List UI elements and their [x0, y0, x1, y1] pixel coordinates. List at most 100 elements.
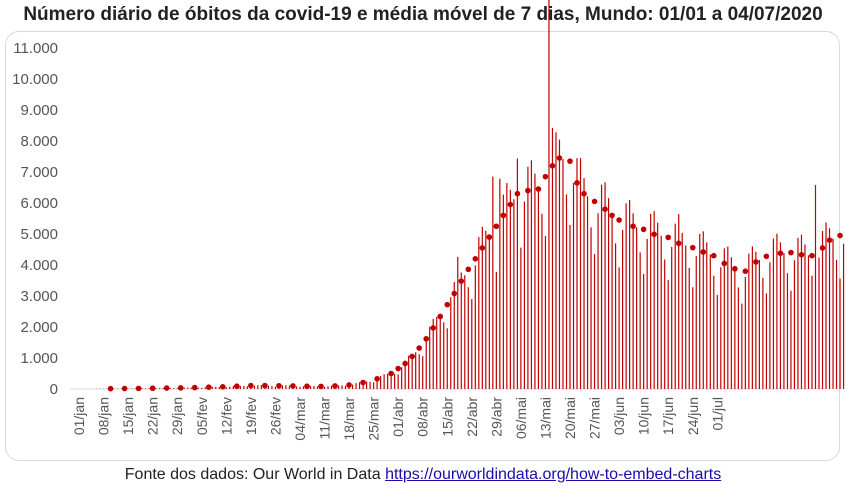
moving-average-point	[732, 265, 738, 272]
moving-average-point	[788, 249, 794, 256]
x-tick-label: 08/jan	[96, 397, 112, 435]
moving-average-point	[809, 252, 815, 259]
moving-average-point	[360, 379, 366, 386]
moving-average-point	[556, 155, 563, 161]
moving-average-point	[107, 385, 114, 392]
x-tick-label: 13/mai	[537, 397, 553, 439]
source-text: Fonte dos dados: Our World in Data	[124, 466, 381, 483]
moving-average-point	[472, 255, 479, 262]
moving-average-point	[493, 223, 500, 230]
source-link[interactable]: https://ourworldindata.org/how-to-embed-…	[385, 466, 722, 483]
moving-average-point	[700, 249, 707, 255]
x-tick-label: 25/mar	[366, 397, 382, 441]
moving-average-point	[616, 217, 622, 223]
moving-average-point	[437, 313, 444, 320]
y-tick-label: 7.000	[20, 164, 58, 181]
x-tick-label: 06/mai	[513, 397, 529, 439]
moving-average-point	[163, 385, 170, 391]
moving-average-point	[318, 383, 324, 390]
moving-average-point	[248, 382, 254, 389]
x-tick-label: 29/abr	[488, 397, 504, 437]
x-tick-label: 17/jun	[660, 397, 676, 435]
x-tick-label: 27/mai	[587, 397, 603, 439]
y-tick-label: 2.000	[20, 319, 58, 336]
y-tick-label: 10.000	[12, 71, 58, 88]
y-tick-label: 8.000	[20, 133, 58, 150]
moving-average-point	[525, 187, 531, 194]
x-tick-label: 08/abr	[415, 397, 431, 437]
moving-average-point	[777, 250, 784, 257]
moving-average-point	[742, 268, 749, 275]
moving-average-point	[121, 385, 128, 392]
moving-average-point	[549, 163, 556, 169]
moving-average-point	[135, 385, 142, 392]
moving-average-point	[465, 266, 472, 273]
x-tick-label: 18/mar	[341, 397, 357, 441]
moving-average-point	[798, 251, 805, 258]
x-tick-label: 22/abr	[464, 397, 480, 437]
moving-average-point	[451, 290, 458, 297]
y-tick-label: 3.000	[20, 288, 58, 305]
x-tick-label: 10/jun	[636, 397, 652, 435]
moving-average-point	[177, 385, 184, 391]
moving-average-point	[591, 198, 598, 205]
x-tick-label: 15/jan	[120, 397, 136, 435]
moving-average-point	[602, 206, 608, 212]
moving-average-point	[665, 234, 671, 241]
moving-average-point	[574, 180, 580, 186]
x-tick-label: 29/jan	[169, 397, 185, 435]
moving-average-point	[191, 384, 198, 391]
moving-average-point	[567, 158, 573, 164]
moving-average-point	[149, 385, 156, 392]
moving-average-point	[609, 212, 615, 219]
moving-average-point	[444, 301, 451, 308]
x-tick-label: 03/jun	[611, 397, 627, 435]
moving-average-point	[402, 360, 408, 367]
moving-average-point	[826, 237, 833, 243]
x-tick-label: 19/fev	[243, 397, 259, 435]
y-tick-label: 1.000	[20, 350, 58, 367]
moving-average-point	[304, 383, 310, 390]
moving-average-point	[276, 382, 282, 389]
x-tick-label: 26/fev	[267, 397, 283, 435]
moving-average-point	[486, 234, 493, 240]
y-tick-label: 4.000	[20, 257, 58, 274]
x-tick-label: 15/abr	[439, 397, 455, 437]
moving-average-point	[332, 383, 338, 389]
x-tick-label: 01/jul	[709, 397, 725, 430]
moving-average-point	[430, 325, 437, 331]
x-tick-label: 24/jun	[685, 397, 701, 435]
moving-average-point	[581, 190, 587, 197]
y-tick-label: 0	[50, 381, 58, 398]
moving-average-point	[542, 173, 549, 180]
source-note: Fonte dos dados: Our World in Data https…	[0, 466, 846, 484]
y-tick-label: 9.000	[20, 102, 58, 119]
moving-average-point	[346, 382, 352, 388]
chart-title: Número diário de óbitos da covid-19 e mé…	[23, 4, 823, 25]
x-tick-label: 04/mar	[292, 397, 308, 441]
chart-frame	[5, 31, 840, 461]
moving-average-point	[721, 260, 728, 267]
moving-average-point	[507, 201, 514, 208]
moving-average-point	[675, 240, 682, 247]
y-tick-label: 11.000	[13, 40, 58, 57]
moving-average-point	[388, 370, 394, 377]
y-tick-label: 6.000	[20, 195, 58, 212]
moving-average-point	[374, 375, 380, 382]
moving-average-point	[500, 212, 507, 219]
moving-average-point	[262, 382, 268, 389]
moving-average-point	[479, 245, 486, 251]
moving-average-point	[423, 335, 430, 342]
x-tick-label: 12/fev	[218, 397, 234, 435]
moving-average-point	[651, 231, 657, 238]
moving-average-point	[205, 384, 212, 390]
moving-average-point	[409, 353, 415, 360]
moving-average-point	[689, 244, 696, 251]
moving-average-point	[219, 384, 226, 390]
moving-average-point	[710, 252, 717, 259]
y-tick-label: 5.000	[20, 226, 58, 243]
moving-average-point	[416, 345, 422, 351]
moving-average-point	[514, 190, 521, 197]
moving-average-point	[395, 365, 401, 372]
